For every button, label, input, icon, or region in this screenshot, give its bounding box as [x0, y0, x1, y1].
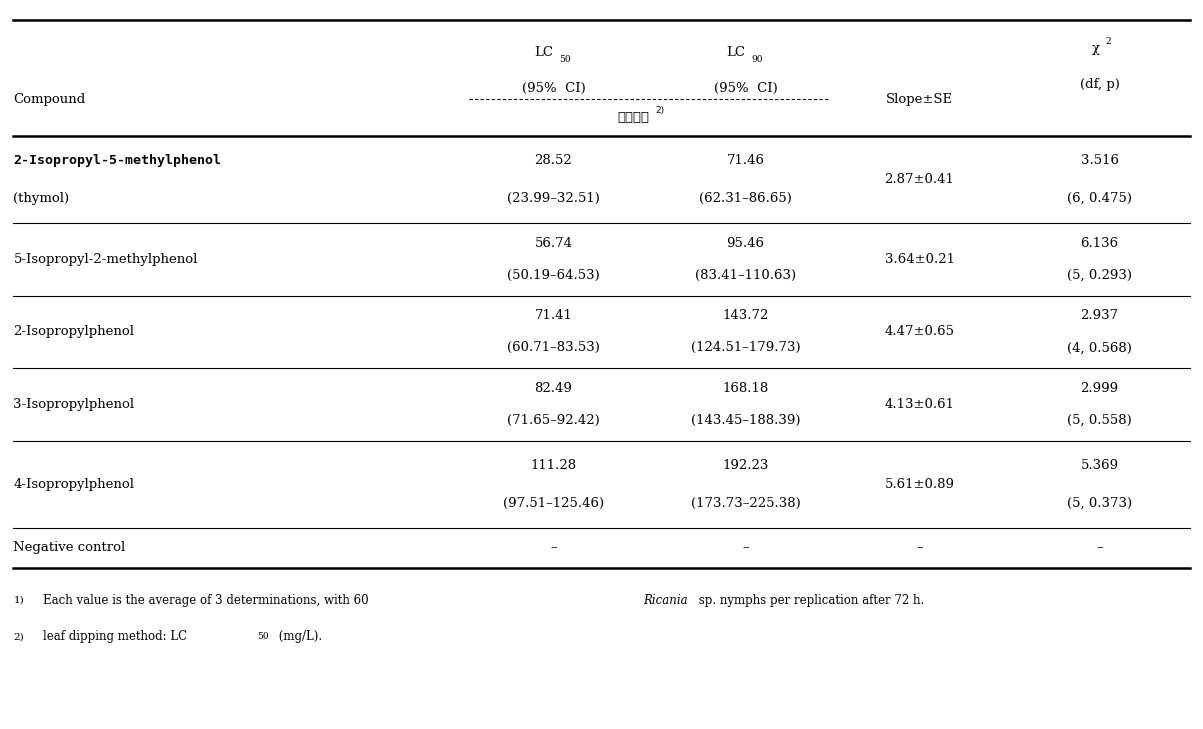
Text: 6.136: 6.136	[1080, 237, 1119, 250]
Text: Ricania: Ricania	[644, 594, 688, 607]
Text: (83.41–110.63): (83.41–110.63)	[695, 269, 796, 281]
Text: Negative control: Negative control	[13, 542, 125, 554]
Text: 28.52: 28.52	[534, 154, 573, 167]
Text: (50.19–64.53): (50.19–64.53)	[508, 269, 600, 281]
Text: 2-Isopropylphenol: 2-Isopropylphenol	[13, 325, 135, 338]
Text: (4, 0.568): (4, 0.568)	[1067, 341, 1132, 354]
Text: 4-Isopropylphenol: 4-Isopropylphenol	[13, 477, 135, 491]
Text: 192.23: 192.23	[722, 459, 769, 472]
Text: 90: 90	[752, 55, 763, 64]
Text: 2-Isopropyl-5-methylphenol: 2-Isopropyl-5-methylphenol	[13, 154, 221, 167]
Text: 111.28: 111.28	[531, 459, 576, 472]
Text: leaf dipping method: LC: leaf dipping method: LC	[43, 631, 188, 643]
Text: (mg/L).: (mg/L).	[275, 631, 322, 643]
Text: (6, 0.475): (6, 0.475)	[1067, 192, 1132, 205]
Text: 3-Isopropylphenol: 3-Isopropylphenol	[13, 398, 135, 411]
Text: 50: 50	[559, 55, 571, 64]
Text: –: –	[1096, 542, 1103, 554]
Text: 56.74: 56.74	[534, 237, 573, 250]
Text: 2): 2)	[13, 632, 24, 642]
Text: (95%  CI): (95% CI)	[522, 82, 586, 95]
Text: LC: LC	[534, 46, 553, 59]
Text: (62.31–86.65): (62.31–86.65)	[699, 192, 792, 205]
Text: (173.73–225.38): (173.73–225.38)	[691, 497, 800, 510]
Text: Each value is the average of 3 determinations, with 60: Each value is the average of 3 determina…	[43, 594, 373, 607]
Text: 50: 50	[257, 632, 268, 642]
Text: 143.72: 143.72	[722, 309, 769, 322]
Text: (95%  CI): (95% CI)	[713, 82, 777, 95]
Text: 5.61±0.89: 5.61±0.89	[884, 477, 954, 491]
Text: (124.51–179.73): (124.51–179.73)	[691, 341, 800, 354]
Text: 3.64±0.21: 3.64±0.21	[884, 253, 954, 265]
Text: 2: 2	[1106, 37, 1112, 46]
Text: –: –	[917, 542, 923, 554]
Text: 71.41: 71.41	[534, 309, 573, 322]
Text: 95.46: 95.46	[727, 237, 765, 250]
Text: –: –	[742, 542, 748, 554]
Text: Slope±SE: Slope±SE	[885, 93, 953, 106]
Text: (97.51–125.46): (97.51–125.46)	[503, 497, 604, 510]
Text: (60.71–83.53): (60.71–83.53)	[506, 341, 600, 354]
Text: Compound: Compound	[13, 93, 85, 106]
Text: 2.999: 2.999	[1080, 382, 1119, 395]
Text: (71.65–92.42): (71.65–92.42)	[508, 414, 600, 427]
Text: 4.47±0.65: 4.47±0.65	[884, 325, 954, 338]
Text: 3.516: 3.516	[1080, 154, 1119, 167]
Text: LC: LC	[727, 46, 746, 59]
Text: 2.87±0.41: 2.87±0.41	[884, 173, 954, 186]
Text: 5-Isopropyl-2-methylphenol: 5-Isopropyl-2-methylphenol	[13, 253, 197, 265]
Text: (23.99–32.51): (23.99–32.51)	[506, 192, 600, 205]
Text: 2): 2)	[656, 106, 664, 115]
Text: (5, 0.558): (5, 0.558)	[1067, 414, 1132, 427]
Text: 168.18: 168.18	[723, 382, 769, 395]
Text: 4.13±0.61: 4.13±0.61	[884, 398, 954, 411]
Text: (143.45–188.39): (143.45–188.39)	[691, 414, 800, 427]
Text: 엽침지법: 엽침지법	[617, 111, 650, 124]
Text: (5, 0.293): (5, 0.293)	[1067, 269, 1132, 281]
Text: χ: χ	[1091, 42, 1100, 55]
Text: (df, p): (df, p)	[1079, 79, 1120, 91]
Text: sp. nymphs per replication after 72 h.: sp. nymphs per replication after 72 h.	[695, 594, 924, 607]
Text: 71.46: 71.46	[727, 154, 765, 167]
Text: 1): 1)	[13, 596, 24, 605]
Text: 5.369: 5.369	[1080, 459, 1119, 472]
Text: 2.937: 2.937	[1080, 309, 1119, 322]
Text: (5, 0.373): (5, 0.373)	[1067, 497, 1132, 510]
Text: –: –	[550, 542, 557, 554]
Text: (thymol): (thymol)	[13, 192, 70, 205]
Text: 82.49: 82.49	[534, 382, 573, 395]
